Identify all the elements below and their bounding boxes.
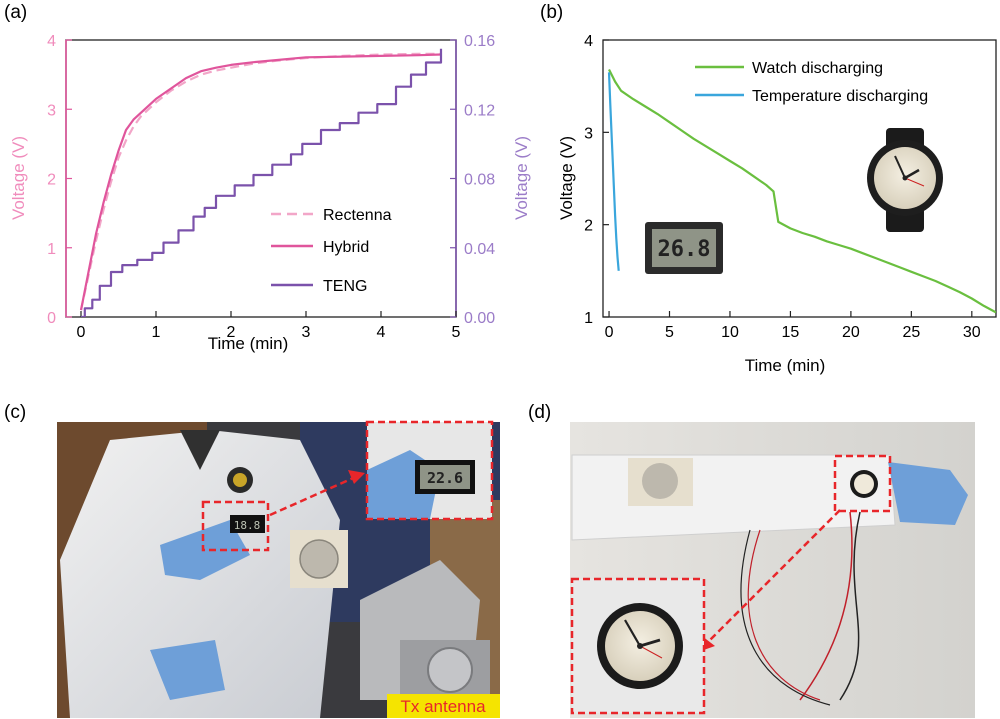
panel-label-b: (b) [540,2,563,23]
series-line-temperature [607,72,620,271]
y-axis-label-b: Voltage (V) [557,136,576,220]
x-tick-label-a: 2 [227,324,236,341]
y-tick-label-left-a: 2 [47,172,56,189]
y-tick-label-left-a: 3 [47,102,56,119]
legend-label-rectenna: Rectenna [323,207,392,224]
y-tick-label-left-a: 1 [47,241,56,258]
y-tick-label-left-a: 4 [47,33,56,50]
series-line-watch [608,69,996,314]
x-axis-label-a: Time (min) [208,334,289,353]
y-tick-label-b: 4 [584,33,593,50]
x-tick-label-b: 20 [842,324,860,341]
y-tick-label-b: 3 [584,125,593,142]
x-tick-label-b: 5 [665,324,674,341]
photo-c: 18.8 22.6 Tx antenna [57,420,500,718]
x-tick-label-b: 0 [605,324,614,341]
plot-frame-a [65,39,457,318]
tx-antenna-label: Tx antenna [400,697,486,716]
panel-label-a: (a) [4,2,27,23]
svg-text:26.8: 26.8 [658,237,711,262]
small-display-reading: 18.8 [234,519,261,532]
x-tick-label-a: 0 [77,324,86,341]
x-tick-label-a: 5 [452,324,461,341]
y-tick-label-right-a: 0.00 [464,310,495,327]
callout-box-display [201,500,270,552]
series-line-hybrid [79,53,442,311]
chart-a: 0 1 2 3 4 5 0 1 2 3 4 0.00 0.04 0.08 0.12 0.16 Time (… [9,33,531,353]
y-tick-label-right-a: 0.04 [464,241,495,258]
photo-d [570,422,975,718]
plot-frame-b [602,39,997,318]
y-tick-label-left-a: 0 [47,310,56,327]
zoom-inset-c: 22.6 [365,420,494,521]
legend-b: Watch discharging Temperature dischargin… [695,60,928,105]
y-tick-label-b: 1 [584,310,593,327]
x-tick-label-b: 15 [782,324,800,341]
legend-label-watch: Watch discharging [752,60,883,77]
series-line-teng [81,48,443,317]
x-tick-label-a: 1 [152,324,161,341]
legend-a: Rectenna Hybrid TENG [271,207,392,295]
legend-label-temperature: Temperature discharging [752,88,928,105]
x-tick-label-b: 30 [963,324,981,341]
callout-arrow-c [269,473,361,517]
legend-label-hybrid: Hybrid [323,239,369,256]
callout-arrow-d [704,509,841,646]
tx-antenna-label-bg [387,694,500,718]
y-tick-label-right-a: 0.08 [464,172,495,189]
inset-display-reading: 22.6 [427,469,463,487]
panel-label-d: (d) [528,402,551,423]
y-tick-label-right-a: 0.12 [464,102,495,119]
y-axis-label-right-a: Voltage (V) [512,136,531,220]
thermometer-photo-inset: 26.8 [645,222,723,274]
y-axis-label-left-a: Voltage (V) [9,136,28,220]
series-line-rectenna [79,52,441,311]
panel-label-c: (c) [4,402,26,423]
x-tick-label-a: 4 [377,324,386,341]
x-tick-label-a: 3 [302,324,311,341]
zoom-inset-d [570,577,706,715]
x-tick-label-b: 10 [721,324,739,341]
y-tick-label-right-a: 0.16 [464,33,495,50]
x-axis-label-b: Time (min) [745,356,826,375]
legend-label-teng: TENG [323,278,367,295]
x-tick-label-b: 25 [902,324,920,341]
chart-b: 0 5 10 15 20 25 30 1 2 3 4 Time (min) Voltage (V)… [557,33,997,375]
y-tick-label-b: 2 [584,218,593,235]
watch-photo-inset [867,128,943,232]
callout-box-watch [833,454,892,513]
